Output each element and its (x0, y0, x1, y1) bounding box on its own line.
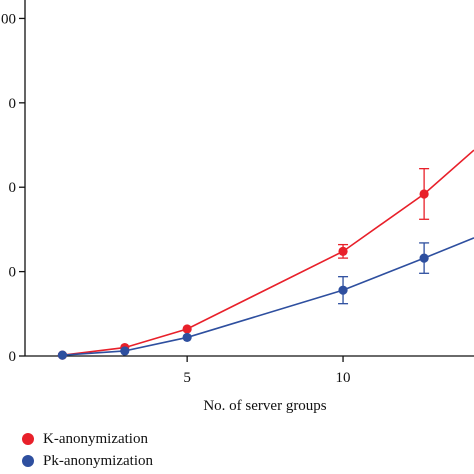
legend-label: Pk-anonymization (43, 452, 153, 469)
series-k-anonymization (57, 149, 474, 360)
y-tick-label: 0 (9, 265, 17, 281)
data-point (57, 350, 68, 360)
series-pk-anonymization (57, 237, 474, 360)
x-tick-label: 10 (336, 370, 351, 386)
legend-marker (22, 455, 34, 467)
y-tick-label: 0 (9, 180, 17, 196)
data-point (120, 346, 130, 356)
legend: K-anonymization Pk-anonymization (22, 428, 153, 472)
data-point (182, 324, 192, 334)
data-point (338, 285, 348, 295)
x-tick-label: 5 (183, 370, 191, 386)
data-point (419, 189, 429, 199)
data-point (338, 246, 348, 256)
legend-label: K-anonymization (43, 430, 148, 447)
legend-item-pk-anonymization: Pk-anonymization (22, 450, 153, 472)
y-tick-label: 0 (9, 96, 17, 112)
y-tick-label: 0 (9, 349, 17, 365)
series-line (62, 149, 474, 356)
series-line (62, 237, 474, 356)
data-point (419, 253, 429, 263)
x-axis-title: No. of server groups (203, 398, 326, 414)
series-layer (57, 149, 474, 360)
legend-marker (22, 433, 34, 445)
data-point (182, 332, 192, 343)
legend-item-k-anonymization: K-anonymization (22, 428, 153, 450)
y-tick-label: 00 (1, 11, 16, 27)
